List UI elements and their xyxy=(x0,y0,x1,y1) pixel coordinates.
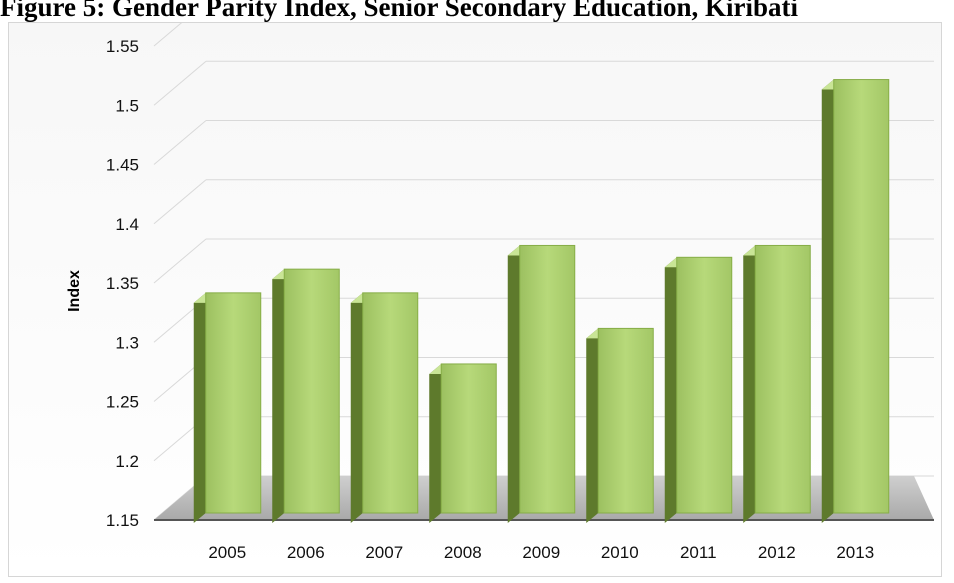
bar-front xyxy=(283,268,340,514)
bar-side xyxy=(664,257,677,523)
bar xyxy=(193,292,262,523)
x-tick-label: 2013 xyxy=(836,543,874,562)
y-tick-label: 1.4 xyxy=(115,215,139,234)
bar xyxy=(507,244,576,523)
y-axis-label: Index xyxy=(66,270,83,312)
bar-front xyxy=(597,327,654,514)
gridline-diagonal xyxy=(153,120,207,165)
figure-title: Figure 5: Gender Parity Index, Senior Se… xyxy=(0,0,799,22)
x-tick-label: 2011 xyxy=(680,543,717,562)
bar-front xyxy=(676,256,733,514)
bar xyxy=(350,292,419,523)
bar xyxy=(429,363,497,523)
y-tick-label: 1.25 xyxy=(106,393,139,412)
bar-front xyxy=(519,244,576,514)
y-tick-label: 1.45 xyxy=(106,156,139,175)
bar xyxy=(586,327,654,523)
y-tick-label: 1.35 xyxy=(106,274,139,293)
chart-area: 1.15 1.2 1.25 1.3 1.35 1.4 1.45 1.5 1.55 2005 200… xyxy=(8,22,942,577)
x-tick-label: 2005 xyxy=(208,543,246,562)
x-tick-label: 2009 xyxy=(522,543,560,562)
bar-front xyxy=(754,244,811,514)
bar-side xyxy=(507,245,520,523)
y-tick-label: 1.55 xyxy=(106,37,139,56)
x-tick-label: 2010 xyxy=(601,543,639,562)
bar-side xyxy=(821,79,834,524)
y-tick-label: 1.5 xyxy=(115,96,139,115)
bar-side xyxy=(586,328,599,523)
x-tick-label: 2012 xyxy=(758,543,796,562)
bar-side xyxy=(743,245,756,523)
bar xyxy=(272,268,340,523)
bar xyxy=(664,256,733,523)
gridline-diagonal xyxy=(153,23,182,47)
x-tick-label: 2008 xyxy=(444,543,482,562)
bar xyxy=(743,244,811,523)
bar-side xyxy=(429,363,442,523)
bar-front xyxy=(205,292,262,514)
y-tick-label: 1.15 xyxy=(106,511,139,530)
x-tick-label: 2006 xyxy=(287,543,325,562)
gridline-diagonal xyxy=(153,60,207,106)
bar-side xyxy=(350,292,363,523)
x-axis-tick-labels: 2005 2006 2007 2008 2009 2010 2011 2012 2013 xyxy=(208,543,874,562)
bar-front xyxy=(362,292,419,514)
bar xyxy=(821,79,890,524)
bars xyxy=(193,79,890,524)
bar-side xyxy=(193,292,206,523)
gridline-diagonal xyxy=(153,179,207,225)
bar-front xyxy=(833,79,890,514)
bar-front xyxy=(440,363,497,514)
y-tick-label: 1.2 xyxy=(115,452,139,471)
y-axis-tick-labels: 1.15 1.2 1.25 1.3 1.35 1.4 1.45 1.5 1.55 xyxy=(106,37,139,530)
bar-chart: 1.151.21.251.31.351.41.451.51.55 2005 200… xyxy=(9,23,941,576)
bar-side xyxy=(272,269,285,523)
x-tick-label: 2007 xyxy=(365,543,403,562)
y-tick-label: 1.3 xyxy=(115,333,139,352)
gridline-diagonal xyxy=(153,238,207,284)
